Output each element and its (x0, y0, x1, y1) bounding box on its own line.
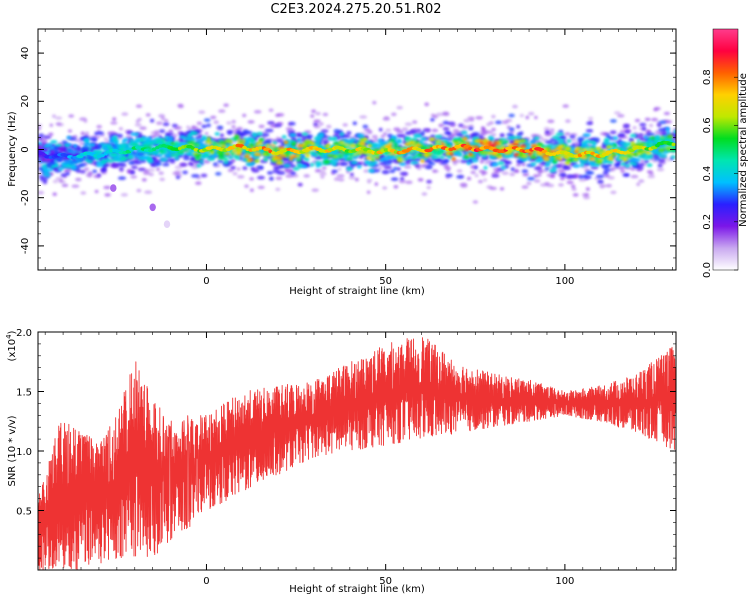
colorbar-tick-label: 0.4 (702, 166, 713, 182)
colorbar-tick-label: 0.8 (702, 69, 713, 85)
spectrogram-y-tick-label: 0 (20, 146, 31, 152)
snr-x-tick-label: 100 (555, 576, 574, 587)
spectrogram-x-tick-label: 0 (203, 276, 209, 287)
snr-plot-area (38, 337, 676, 570)
snr-y-multiplier: (x104) (5, 330, 18, 361)
spectrogram-plot-area (38, 100, 676, 228)
spectrogram-x-axis-label: Height of straight line (km) (289, 286, 425, 297)
colorbar-label: Normalized spectral amplitude (738, 73, 749, 227)
spectrogram-y-axis-label: Frequency (Hz) (7, 111, 18, 187)
snr-y-tick-label: 0.5 (16, 507, 32, 518)
colorbar-frame (712, 28, 739, 271)
spectrogram-ridge-core (38, 140, 676, 160)
spectrogram-y-tick-label: 40 (20, 47, 31, 60)
snr-y-tick-label: 1.5 (16, 388, 32, 399)
snr-y-axis-label: SNR (10 * v/v) (7, 415, 18, 486)
snr-x-tick-label: 50 (379, 576, 392, 587)
colorbar-tick-label: 0.0 (702, 262, 713, 278)
spectrogram-panel: 40 20 0 -20 -40 0 50 100 Height of straight lin… (7, 28, 677, 297)
snr-series-line (38, 337, 676, 570)
spectrogram-y-tick-label: -20 (20, 190, 31, 206)
spectrogram-axes: 40 20 0 -20 -40 0 50 100 (20, 28, 676, 287)
snr-x-axis-label: Height of straight line (km) (289, 584, 425, 595)
spectrogram-x-tick-label: 100 (555, 276, 574, 287)
colorbar-ticks: 0.0 0.2 0.4 0.6 0.8 (702, 69, 738, 278)
spectrogram-y-tick-label: -40 (20, 238, 31, 254)
spectrogram-x-tick-label: 50 (379, 276, 392, 287)
snr-panel: 2.0 1.5 1.0 0.5 0 50 100 Height of straight li… (5, 328, 677, 595)
colorbar-gradient (713, 29, 738, 270)
chart-title: C2E3.2024.275.20.51.R02 (270, 2, 442, 17)
snr-y-tick-label: 2.0 (16, 328, 32, 339)
snr-y-tick-label: 1.0 (16, 447, 32, 458)
colorbar-tick-label: 0.2 (702, 214, 713, 230)
snr-axes: 2.0 1.5 1.0 0.5 0 50 100 (16, 328, 676, 587)
spectrogram-outlier-point (110, 184, 117, 192)
spectrogram-y-tick-label: 20 (20, 95, 31, 108)
spectrogram-outlier-point (163, 220, 171, 228)
snr-x-tick-label: 0 (203, 576, 209, 587)
spectrogram-outlier-point (149, 203, 156, 212)
colorbar-tick-label: 0.6 (702, 117, 713, 133)
colorbar: 0.0 0.2 0.4 0.6 0.8 Normalized spectral ampl… (702, 28, 749, 278)
